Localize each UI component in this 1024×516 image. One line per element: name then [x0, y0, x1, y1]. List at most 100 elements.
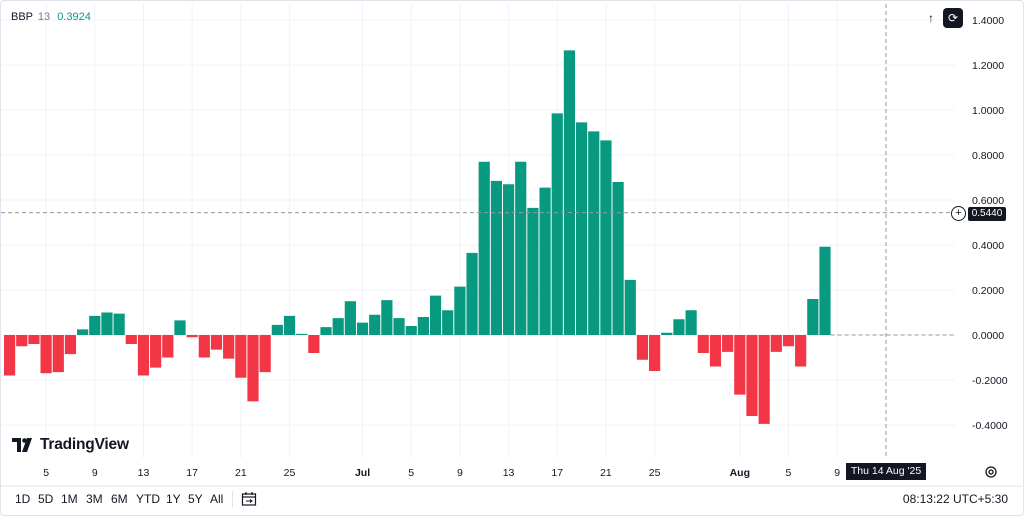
x-tick-label: 5	[786, 467, 792, 479]
crosshair-date-label: Thu 14 Aug '25	[846, 463, 926, 480]
histogram-bar	[296, 333, 308, 335]
histogram-bar	[259, 335, 271, 373]
tradingview-logo-text: TradingView	[40, 436, 129, 453]
x-tick-label: Aug	[730, 467, 750, 479]
x-tick-label: 13	[138, 467, 150, 479]
histogram-bar	[198, 335, 210, 358]
indicator-legend[interactable]: BBP 13 0.3924	[11, 11, 91, 23]
histogram-bar	[819, 246, 831, 335]
histogram-bar	[758, 335, 770, 424]
histogram-bar	[405, 326, 417, 335]
histogram-bar	[563, 50, 576, 335]
crosshair-price-label: 0.5440	[968, 207, 1006, 221]
histogram-bar	[308, 335, 320, 353]
histogram-bar	[162, 335, 174, 358]
histogram-bar	[673, 319, 685, 335]
histogram-bar	[235, 335, 247, 378]
histogram-bar	[223, 335, 235, 359]
y-tick-label: 0.0000	[972, 330, 1004, 342]
histogram-bar	[283, 315, 296, 335]
histogram-bar	[101, 312, 113, 335]
histogram-bar	[247, 335, 259, 402]
histogram-bar	[113, 313, 125, 335]
histogram-bar	[502, 184, 515, 335]
histogram-bar	[150, 335, 162, 368]
range-1y-button[interactable]: 1Y	[166, 492, 181, 506]
y-tick-label: -0.4000	[972, 420, 1008, 432]
histogram-bar	[271, 324, 283, 335]
reference-lines	[1, 4, 1022, 487]
x-tick-label: 5	[43, 467, 49, 479]
settings-icon[interactable]	[984, 465, 998, 479]
range-1m-button[interactable]: 1M	[61, 492, 78, 506]
grid-lines	[1, 4, 955, 458]
range-all-button[interactable]: All	[210, 492, 224, 506]
date-range-icon[interactable]	[241, 491, 257, 507]
range-6m-button[interactable]: 6M	[111, 492, 128, 506]
histogram-bar	[624, 279, 636, 335]
histogram-bar	[417, 317, 429, 335]
x-tick-label: 9	[834, 467, 840, 479]
scroll-up-button[interactable]: ↑	[921, 8, 941, 28]
x-tick-label: 25	[649, 467, 661, 479]
histogram-bar	[332, 318, 344, 335]
histogram-bar	[588, 131, 600, 335]
indicator-length: 13	[37, 11, 51, 23]
x-tick-label: 21	[235, 467, 247, 479]
histogram-bar	[210, 335, 223, 350]
y-tick-label: 0.4000	[972, 240, 1004, 252]
range-ytd-button[interactable]: YTD	[136, 492, 160, 506]
arrow-up-icon: ↑	[928, 11, 934, 25]
histogram-bar	[746, 335, 758, 416]
x-tick-label: 5	[408, 467, 414, 479]
y-tick-label: 1.0000	[972, 105, 1004, 117]
y-tick-label: -0.2000	[972, 375, 1008, 387]
add-price-line-button[interactable]: +	[951, 206, 966, 221]
histogram-bar	[466, 252, 478, 335]
range-5y-button[interactable]: 5Y	[188, 492, 203, 506]
histogram-bar	[661, 332, 673, 335]
histogram-bar	[125, 335, 137, 344]
x-tick-label: 9	[92, 467, 98, 479]
histogram-bar	[612, 182, 624, 335]
reset-chart-button[interactable]: ⟳	[943, 8, 963, 28]
x-tick-label: 17	[186, 467, 198, 479]
x-tick-label: Jul	[355, 467, 370, 479]
x-tick-label: 9	[457, 467, 463, 479]
histogram-bar	[381, 300, 393, 335]
histogram-bar	[16, 335, 28, 347]
histogram-bar	[356, 322, 369, 335]
histogram-bar	[734, 335, 746, 395]
range-3m-button[interactable]: 3M	[86, 492, 103, 506]
histogram-bar	[137, 335, 150, 376]
y-tick-label: 0.2000	[972, 285, 1004, 297]
clock-timezone[interactable]: 08:13:22 UTC+5:30	[902, 492, 1008, 506]
histogram-bar	[490, 180, 502, 335]
x-tick-label: 13	[503, 467, 515, 479]
histogram-bar	[28, 335, 40, 344]
y-tick-label: 1.2000	[972, 60, 1004, 72]
tradingview-logo[interactable]: TradingView	[12, 436, 129, 454]
histogram-bar	[344, 301, 356, 335]
histogram-bar	[539, 187, 551, 335]
histogram-bar	[649, 335, 661, 371]
histogram-bar	[4, 335, 16, 376]
histogram-bar	[527, 207, 539, 335]
histogram-bar	[393, 318, 405, 335]
histogram-bar	[636, 335, 649, 360]
x-tick-label: 25	[284, 467, 296, 479]
tradingview-logo-icon	[12, 438, 32, 452]
histogram-bar	[515, 161, 527, 335]
histogram-bar	[551, 113, 563, 335]
histogram-bar	[40, 335, 52, 374]
histogram-bar	[454, 286, 466, 335]
histogram-bar	[429, 295, 442, 335]
reset-icon: ⟳	[947, 11, 959, 25]
x-tick-label: 21	[600, 467, 612, 479]
x-tick-label: 17	[551, 467, 563, 479]
histogram-bar	[722, 335, 734, 352]
range-5d-button[interactable]: 5D	[38, 492, 54, 506]
histogram-bar	[442, 310, 454, 335]
range-1d-button[interactable]: 1D	[15, 492, 31, 506]
